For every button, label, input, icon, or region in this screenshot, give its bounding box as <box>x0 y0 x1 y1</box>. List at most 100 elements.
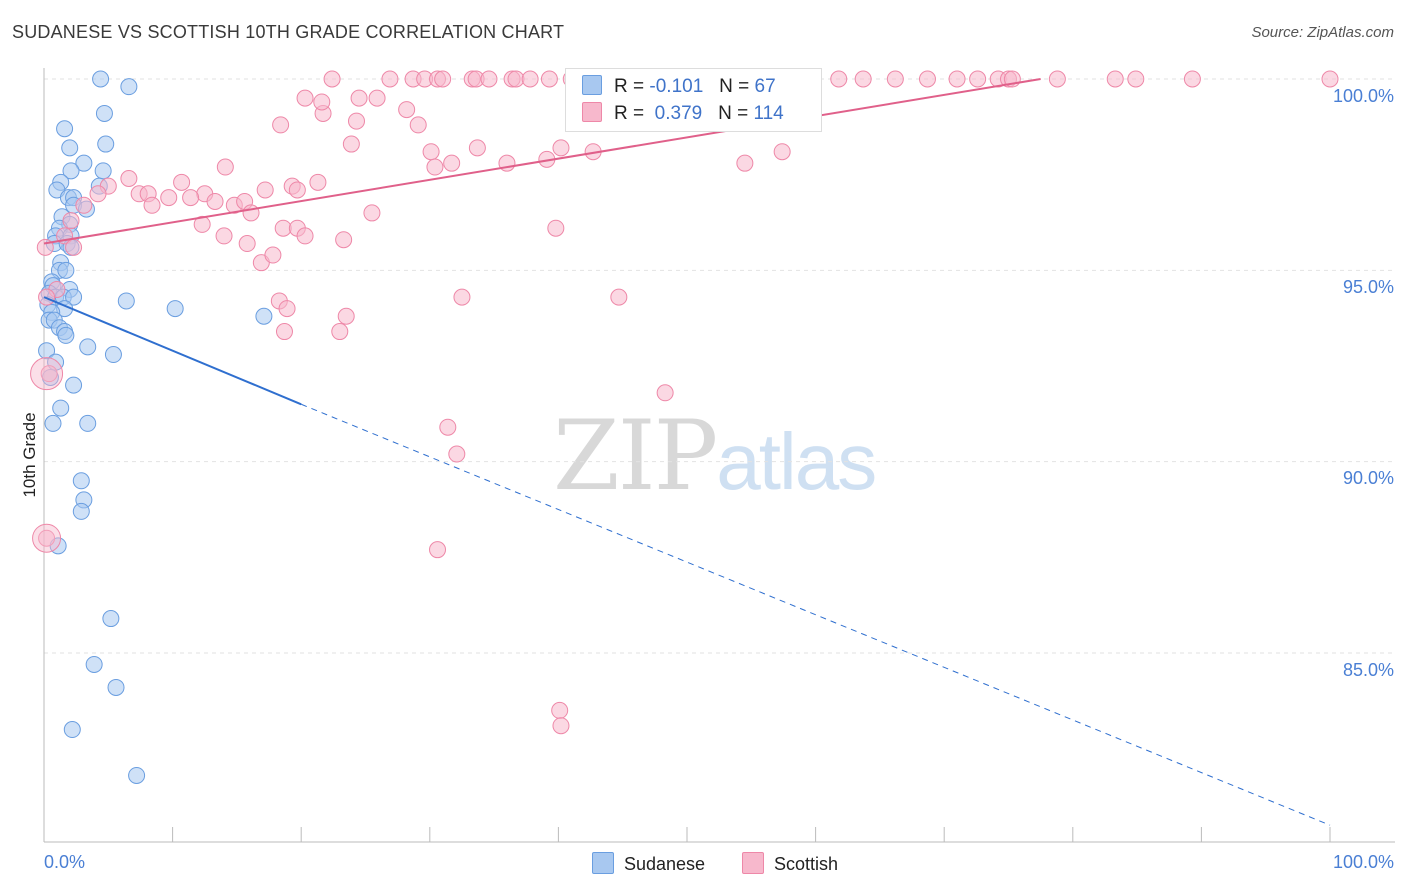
sudanese-point <box>120 78 138 96</box>
sudanese-point <box>52 399 70 417</box>
scottish-point <box>173 173 191 191</box>
bottom-legend-swatch-scottish <box>742 852 764 874</box>
legend: R = -0.101 N = 67 R = 0.379 N = 114 <box>565 68 822 132</box>
scottish-point <box>143 196 161 214</box>
scottish-point <box>323 70 341 88</box>
sudanese-point <box>166 300 184 318</box>
scottish-point <box>969 70 987 88</box>
bottom-legend-sudanese: Sudanese <box>592 852 705 875</box>
sudanese-point <box>72 472 90 490</box>
legend-r-value: 0.379 <box>654 103 703 124</box>
y-tick-label: 90.0% <box>1342 468 1394 488</box>
scottish-point <box>274 219 292 237</box>
scottish-point <box>216 158 234 176</box>
scottish-point <box>350 89 368 107</box>
sudanese-point <box>63 721 81 739</box>
scottish-point <box>854 70 872 88</box>
scottish-point <box>443 154 461 172</box>
sudanese-point <box>117 292 135 310</box>
bottom-legend-label: Scottish <box>774 854 839 874</box>
sudanese-point <box>56 120 74 138</box>
scottish-point <box>1127 70 1145 88</box>
sudanese-point <box>38 342 56 360</box>
scottish-point <box>547 219 565 237</box>
scottish-point <box>238 235 256 253</box>
scottish-point <box>278 300 296 318</box>
y-axis-label: 10th Grade <box>20 412 39 498</box>
scottish-point <box>552 139 570 157</box>
scottish-point <box>32 523 62 553</box>
sudanese-point <box>62 162 80 180</box>
chart-source: Source: ZipAtlas.com <box>1251 24 1394 41</box>
y-tick-label: 95.0% <box>1342 277 1394 297</box>
scottish-point <box>363 204 381 222</box>
scottish-point <box>773 143 791 161</box>
bottom-legend-scottish: Scottish <box>742 852 838 875</box>
scottish-point <box>610 288 628 306</box>
watermark-zip: ZIP <box>553 400 718 512</box>
legend-r-value: -0.101 <box>649 76 704 97</box>
sudanese-point <box>97 135 115 153</box>
scottish-point <box>434 70 452 88</box>
sudanese-point <box>92 70 110 88</box>
scottish-point <box>422 143 440 161</box>
chart-title: SUDANESE VS SCOTTISH 10TH GRADE CORRELAT… <box>12 22 565 42</box>
scottish-point <box>120 169 138 187</box>
scottish-point <box>337 307 355 325</box>
scottish-point <box>75 196 93 214</box>
scottish-point <box>656 384 674 402</box>
sudanese-point <box>85 655 103 673</box>
legend-n-label: N = <box>719 76 750 97</box>
x-tick-label-min: 0.0% <box>44 852 86 872</box>
scottish-point <box>38 529 56 547</box>
scottish-point <box>507 70 525 88</box>
scottish-trend-line <box>43 78 1041 245</box>
scottish-point <box>272 116 290 134</box>
scottish-point <box>1321 70 1339 88</box>
sudanese-point <box>61 139 79 157</box>
scottish-point <box>296 227 314 245</box>
scottish-point <box>40 365 58 383</box>
scottish-point <box>551 701 569 719</box>
sudanese-trend-line <box>43 296 302 406</box>
scottish-point <box>288 181 306 199</box>
scottish-point <box>256 181 274 199</box>
sudanese-point <box>94 162 112 180</box>
scottish-point <box>347 112 365 130</box>
scottish-point <box>296 89 314 107</box>
legend-n-value: 114 <box>753 103 784 124</box>
scottish-point <box>1106 70 1124 88</box>
legend-n-value: 67 <box>754 76 776 97</box>
sudanese-point <box>75 154 93 172</box>
scottish-point <box>275 323 293 341</box>
scottish-point <box>948 70 966 88</box>
scottish-point <box>398 101 416 119</box>
scottish-point <box>453 288 471 306</box>
sudanese-point <box>102 610 120 628</box>
sudanese-point <box>104 346 122 364</box>
sudanese-point <box>79 414 97 432</box>
legend-swatch-scottish <box>582 102 602 122</box>
scottish-point <box>160 189 178 207</box>
y-tick-label: 85.0% <box>1342 660 1394 680</box>
scottish-point <box>62 212 80 230</box>
scottish-point <box>193 215 211 233</box>
scottish-point <box>215 227 233 245</box>
sudanese-point <box>255 307 273 325</box>
sudanese-point <box>79 338 97 356</box>
scottish-point <box>429 541 447 559</box>
sudanese-trend-line-extension <box>301 403 1331 826</box>
bottom-legend-swatch-sudanese <box>592 852 614 874</box>
sudanese-point <box>57 261 75 279</box>
sudanese-point <box>107 678 125 696</box>
legend-r-label: R = <box>614 103 645 124</box>
scottish-point <box>309 173 327 191</box>
watermark: ZIPatlas <box>553 400 877 512</box>
scottish-point <box>381 70 399 88</box>
scottish-point <box>918 70 936 88</box>
sudanese-point <box>72 502 90 520</box>
scottish-point <box>448 445 466 463</box>
x-tick-label-max: 100.0% <box>1332 852 1394 872</box>
legend-r-label: R = <box>614 76 645 97</box>
sudanese-point <box>95 104 113 122</box>
